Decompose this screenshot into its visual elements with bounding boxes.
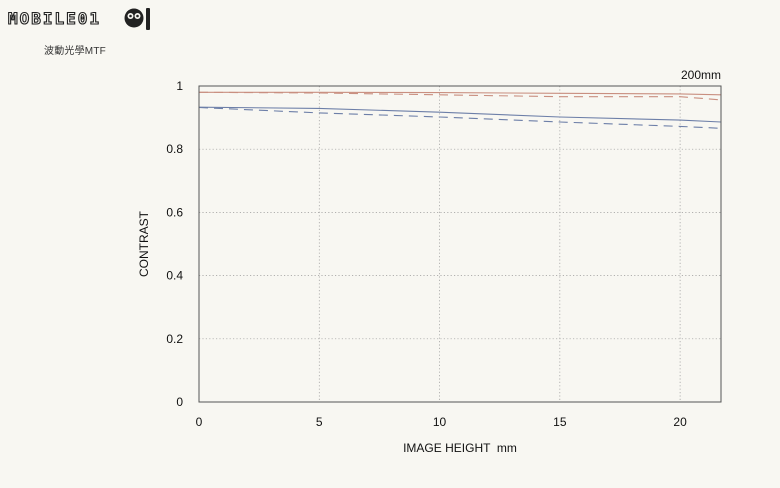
y-axis-title: CONTRAST — [137, 210, 151, 277]
series-lines — [198, 91, 722, 129]
y-tick-label: 0.4 — [166, 269, 183, 283]
x-axis-title: IMAGE HEIGHT mm — [403, 441, 517, 455]
y-tick-label: 0.2 — [166, 332, 183, 346]
mtf-curve-solid — [199, 91, 722, 96]
y-tick-label: 0 — [176, 395, 183, 409]
chart-caption: 波動光學MTF — [44, 46, 106, 57]
y-tick-label: 0.8 — [166, 142, 183, 156]
logo-owl-icon — [124, 8, 150, 30]
x-tick-label: 5 — [316, 415, 323, 429]
x-tick-label: 0 — [196, 415, 203, 429]
y-tick-labels: 0 0.2 0.4 0.6 0.8 1 — [166, 79, 183, 409]
y-tick-label: 0.6 — [166, 205, 183, 219]
plot-frame — [198, 85, 722, 403]
y-tick-label: 1 — [176, 79, 183, 93]
mtf-curve-dashed — [198, 91, 722, 101]
x-tick-label: 10 — [433, 415, 447, 429]
mtf-curve-dashed — [198, 106, 722, 129]
x-tick-label: 20 — [673, 415, 687, 429]
x-tick-labels: 0 5 10 15 20 — [196, 415, 687, 429]
mtf-curve-solid — [198, 106, 722, 123]
logo-text: MOBILE01 — [8, 9, 101, 28]
mobile01-logo: MOBILE01 — [7, 8, 150, 30]
focal-length-annotation: 200mm — [681, 68, 721, 82]
grid-lines — [199, 86, 721, 402]
x-tick-label: 15 — [553, 415, 567, 429]
